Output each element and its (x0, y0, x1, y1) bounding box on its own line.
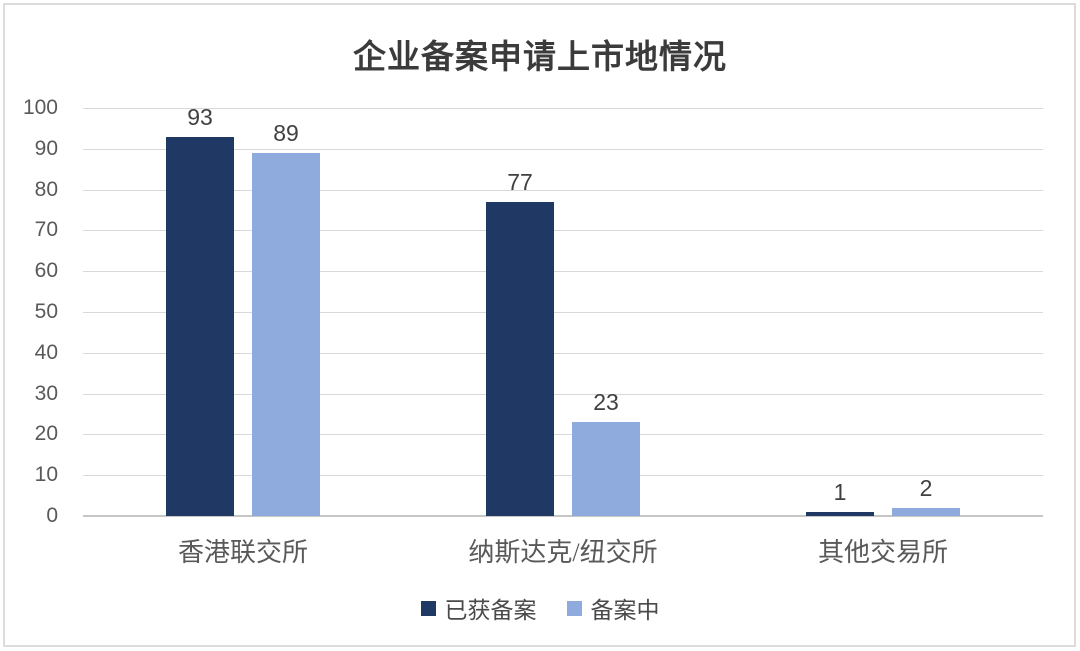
data-label: 2 (919, 475, 933, 501)
legend-label: 已获备案 (444, 598, 537, 623)
y-tick-label: 100 (22, 96, 58, 119)
gridline (83, 312, 1043, 313)
bar-备案中-其他交易所 (892, 508, 960, 516)
gridline (83, 434, 1043, 435)
y-tick-label: 50 (34, 300, 58, 323)
y-tick-label: 10 (34, 463, 58, 486)
gridline (83, 230, 1043, 231)
category-label: 其他交易所 (817, 538, 949, 567)
bar-备案中-香港联交所 (252, 153, 320, 516)
legend-swatch-icon (420, 600, 436, 616)
y-tick-label: 30 (34, 382, 58, 405)
y-tick-label: 80 (34, 178, 58, 201)
y-tick-label: 70 (34, 218, 58, 241)
legend-swatch-icon (566, 600, 582, 616)
y-tick-label: 90 (34, 137, 58, 160)
data-label: 77 (507, 169, 533, 195)
gridline (83, 108, 1043, 109)
legend-item: 已获备案 (420, 591, 537, 625)
gridline (83, 394, 1043, 395)
bar-已获备案-香港联交所 (166, 137, 234, 516)
legend: 已获备案 备案中 (0, 591, 1080, 625)
gridline (83, 475, 1043, 476)
gridline (83, 353, 1043, 354)
chart-title: 企业备案申请上市地情况 (353, 40, 727, 76)
y-tick-label: 0 (46, 504, 58, 527)
gridline (83, 271, 1043, 272)
y-tick-label: 40 (34, 341, 58, 364)
bar-已获备案-其他交易所 (806, 512, 874, 516)
data-label: 93 (187, 104, 213, 130)
x-axis-line (83, 515, 1043, 517)
category-label: 纳斯达克/纽交所 (468, 538, 658, 567)
legend-item: 备案中 (566, 591, 660, 625)
data-label: 23 (593, 389, 619, 415)
legend-label: 备案中 (590, 598, 660, 623)
y-tick-label: 60 (34, 259, 58, 282)
gridline (83, 149, 1043, 150)
data-label: 1 (833, 479, 847, 505)
gridline (83, 190, 1043, 191)
y-tick-label: 20 (34, 422, 58, 445)
category-label: 香港联交所 (177, 538, 309, 567)
bar-备案中-纳斯达克/纽交所 (572, 422, 640, 516)
bar-已获备案-纳斯达克/纽交所 (486, 202, 554, 516)
data-label: 89 (273, 120, 299, 146)
